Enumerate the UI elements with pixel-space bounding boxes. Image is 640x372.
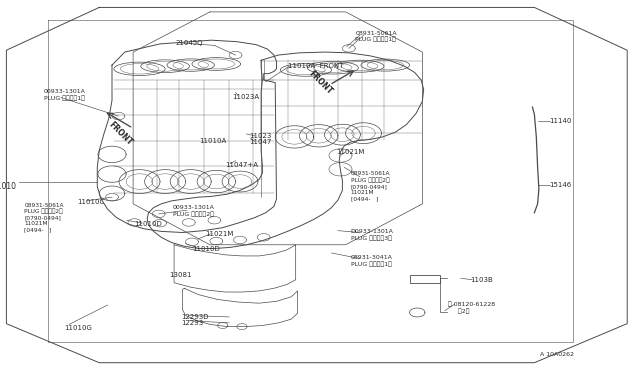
- Text: 11010A: 11010A: [200, 138, 227, 144]
- Text: 00933-1301A
PLUG プラグ（1）: 00933-1301A PLUG プラグ（1）: [44, 89, 85, 101]
- Text: 12293D: 12293D: [181, 314, 209, 320]
- Text: 11047+A: 11047+A: [225, 162, 259, 168]
- Text: 12293: 12293: [181, 320, 204, 326]
- Text: 1103B: 1103B: [470, 277, 493, 283]
- Text: 21045Q: 21045Q: [176, 40, 204, 46]
- Text: 11010D: 11010D: [192, 246, 220, 251]
- Text: 11010: 11010: [0, 182, 16, 191]
- Text: 11010A  FRONT: 11010A FRONT: [288, 63, 344, 69]
- Text: Ⓑ 08120-61228
     （2）: Ⓑ 08120-61228 （2）: [448, 301, 495, 314]
- Text: FRONT: FRONT: [307, 69, 333, 96]
- Text: 11023A: 11023A: [232, 94, 259, 100]
- Text: 11021M: 11021M: [205, 231, 233, 237]
- Text: A 10A0262: A 10A0262: [540, 352, 573, 356]
- Text: 11047: 11047: [250, 140, 272, 145]
- Text: D0933-1301A
PLUG プラグ（3）: D0933-1301A PLUG プラグ（3）: [351, 229, 394, 241]
- Text: 08931-3041A
PLUG プラグ（1）: 08931-3041A PLUG プラグ（1）: [351, 255, 392, 267]
- Text: 08931-5061A
PLUG プラグ（2）
[0790-0494]
11021M
[0494-   ]: 08931-5061A PLUG プラグ（2） [0790-0494] 1102…: [351, 171, 390, 201]
- Text: 08931-5061A
PLUG プラグ（2）
[0790-0494]
11021M
[0494-   ]: 08931-5061A PLUG プラグ（2） [0790-0494] 1102…: [24, 203, 64, 232]
- Text: 13081: 13081: [170, 272, 192, 278]
- Text: 11010D: 11010D: [134, 221, 162, 227]
- Text: 11021M: 11021M: [336, 149, 364, 155]
- Text: 08931-5061A
PLUG プラグ（1）: 08931-5061A PLUG プラグ（1）: [355, 31, 397, 42]
- Text: 11010C: 11010C: [77, 199, 104, 205]
- Text: 11140: 11140: [549, 118, 572, 124]
- Bar: [410, 275, 440, 283]
- Text: FRONT: FRONT: [107, 120, 134, 148]
- Text: 00933-1301A
PLUG プラグ（2）: 00933-1301A PLUG プラグ（2）: [173, 205, 214, 217]
- Text: 15146: 15146: [549, 182, 572, 188]
- Text: 11023: 11023: [250, 133, 272, 139]
- Text: 11010G: 11010G: [64, 326, 92, 331]
